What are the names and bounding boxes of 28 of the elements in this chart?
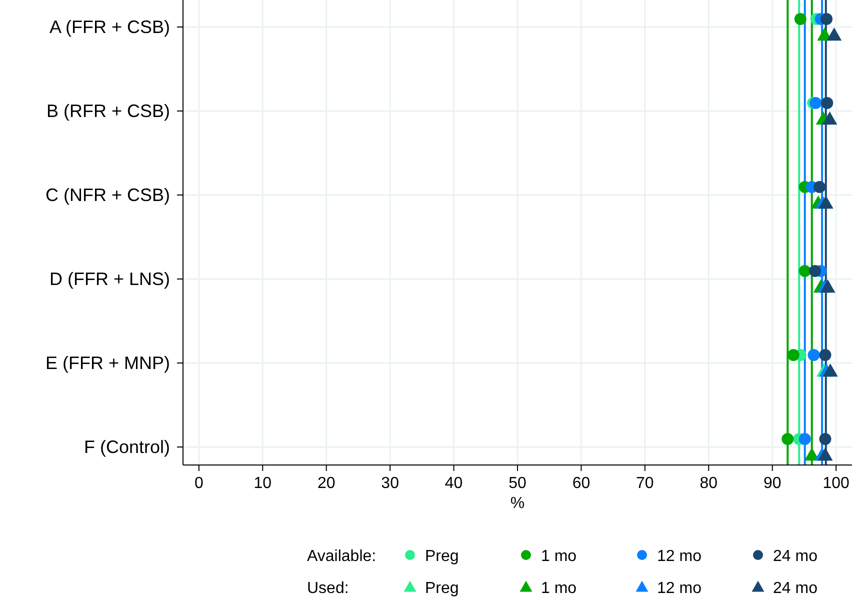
y-tick-label: E (FFR + MNP)	[46, 353, 170, 373]
legend-label: 24 mo	[773, 548, 818, 565]
text: Available:	[307, 548, 376, 565]
x-tick-label: 100	[822, 475, 850, 492]
legend-label: Preg	[425, 548, 459, 565]
y-tick-label: D (FFR + LNS)	[49, 269, 170, 289]
legend-label: 1 mo	[541, 548, 577, 565]
text: Used:	[307, 580, 349, 597]
x-tick-label: 60	[572, 475, 590, 492]
y-tick-label: A (FFR + CSB)	[49, 17, 170, 37]
x-tick-label: 50	[508, 475, 526, 492]
legend-label: 12 mo	[657, 548, 702, 565]
x-tick-label: 40	[444, 475, 463, 492]
legend-label: 12 mo	[657, 580, 702, 597]
x-tick-label: 70	[636, 475, 654, 492]
y-tick-label: B (RFR + CSB)	[46, 101, 170, 121]
y-tick-label: C (NFR + CSB)	[45, 185, 170, 205]
x-tick-label: 80	[700, 475, 718, 492]
x-axis-title: %	[510, 495, 525, 512]
y-tick-label: F (Control)	[84, 437, 170, 457]
legend-label: 24 mo	[773, 580, 818, 597]
x-tick-label: 20	[317, 475, 336, 492]
x-tick-label: 10	[254, 475, 272, 492]
x-tick-label: 30	[381, 475, 400, 492]
x-tick-label: 0	[194, 475, 204, 492]
legend-label: Preg	[425, 580, 459, 597]
legend-label: 1 mo	[541, 580, 577, 597]
x-tick-label: 90	[763, 475, 782, 492]
